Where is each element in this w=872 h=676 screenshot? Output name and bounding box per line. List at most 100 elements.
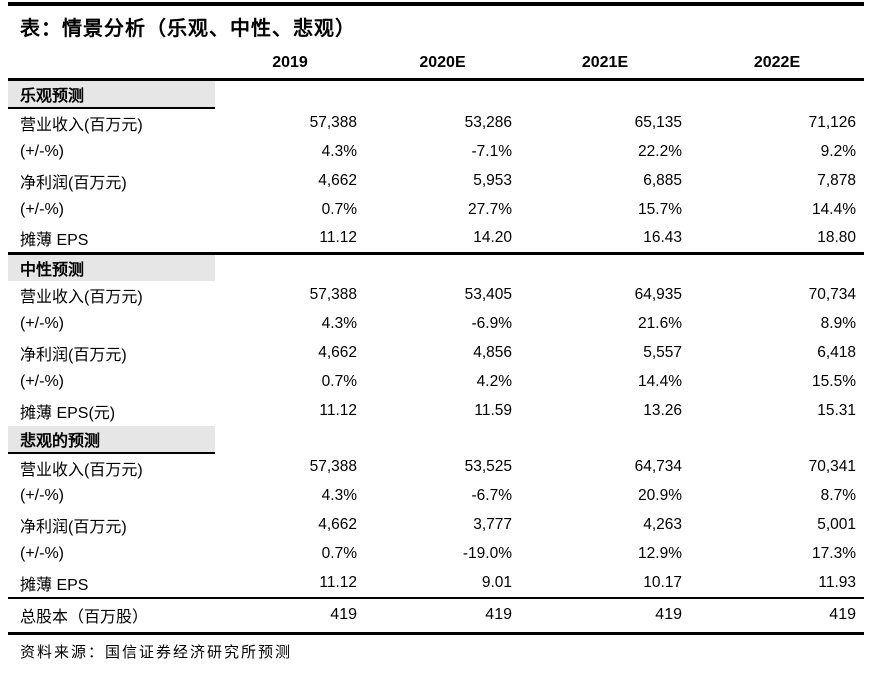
section-header-spacer: [690, 80, 864, 109]
source-note: 资料来源：国信证券经济研究所预测: [20, 645, 293, 661]
section-header-label: 乐观预测: [8, 79, 215, 109]
cell-value: 14.20: [473, 228, 512, 246]
cell-value: 6,885: [643, 171, 682, 189]
total-shares-label: 总股本（百万股）: [8, 596, 215, 635]
table-row: 摊薄 EPS(元) 11.12 11.59 13.26 15.31: [8, 397, 864, 426]
cell-value: 15.7%: [638, 200, 682, 218]
section-header-spacer: [365, 251, 520, 281]
section-header-label: 悲观的预测: [8, 425, 215, 454]
cell-value: -7.1%: [471, 142, 513, 160]
cell-value: 6,418: [817, 344, 856, 361]
cell-value: 12.9%: [638, 545, 682, 562]
section-header-spacer: [365, 80, 520, 109]
cell-value: -6.7%: [471, 487, 513, 504]
cell-value: 4.3%: [321, 142, 357, 160]
cell-value: 14.4%: [812, 200, 856, 218]
cell-value: 9.2%: [820, 142, 856, 160]
row-label: 营业收入(百万元): [20, 117, 143, 134]
cell-value: 64,935: [634, 286, 682, 303]
cell-value: 17.3%: [812, 545, 856, 562]
cell-value: 53,525: [464, 458, 512, 475]
cell-value: 4.2%: [476, 373, 512, 390]
column-header-2022e: 2022E: [690, 42, 864, 81]
section-header-spacer: [215, 426, 365, 453]
section-header-spacer: [520, 80, 690, 109]
table-row: 摊薄 EPS 11.12 9.01 10.17 11.93: [8, 569, 864, 598]
row-label: 净利润(百万元): [20, 174, 127, 192]
cell-value: 53,405: [464, 286, 512, 303]
cell-value: 8.9%: [820, 315, 856, 332]
cell-value: 4.3%: [321, 487, 357, 504]
cell-value: 5,001: [817, 516, 856, 533]
row-label: 营业收入(百万元): [20, 461, 143, 479]
column-header-2021e: 2021E: [520, 42, 690, 81]
cell-value: 11.12: [319, 573, 357, 591]
table-row: 营业收入(百万元) 57,388 53,525 64,734 70,341: [8, 453, 864, 482]
section-header-spacer: [365, 426, 520, 453]
total-shares-value: 419: [520, 596, 690, 635]
section-header-spacer: [690, 251, 864, 281]
cell-value: 11.59: [474, 402, 512, 419]
corner-cell: [8, 42, 215, 81]
cell-value: 11.93: [818, 573, 856, 591]
cell-value: 4,662: [318, 171, 357, 189]
section-header-spacer: [215, 251, 365, 281]
cell-value: 70,734: [808, 286, 856, 303]
table-row: 净利润(百万元) 4,662 4,856 5,557 6,418: [8, 339, 864, 368]
cell-value: 8.7%: [820, 487, 856, 504]
cell-value: 4.3%: [321, 315, 357, 332]
table-row: (+/-%) 4.3% -7.1% 22.2% 9.2%: [8, 137, 864, 166]
cell-value: 4,662: [318, 344, 357, 361]
total-shares-value: 419: [690, 596, 864, 635]
cell-value: 10.17: [643, 573, 682, 591]
scenario-table: 2019 2020E 2021E 2022E 乐观预测营业收入(百万元) 57,3…: [8, 42, 864, 635]
cell-value: 70,341: [808, 458, 856, 475]
row-label: (+/-%): [20, 373, 64, 390]
cell-value: 57,388: [309, 458, 357, 475]
total-shares-row: 总股本（百万股） 419 419 419 419: [8, 596, 864, 635]
column-header-2020e: 2020E: [365, 42, 520, 81]
cell-value: 20.9%: [638, 487, 682, 504]
table-row: 摊薄 EPS 11.12 14.20 16.43 18.80: [8, 224, 864, 253]
table-row: (+/-%) 0.7% 4.2% 14.4% 15.5%: [8, 368, 864, 397]
row-label: (+/-%): [20, 200, 64, 218]
section-header-spacer: [215, 80, 365, 109]
cell-value: 57,388: [309, 113, 357, 131]
top-rule: [8, 2, 864, 6]
table-row: (+/-%) 0.7% -19.0% 12.9% 17.3%: [8, 540, 864, 569]
cell-value: 15.5%: [812, 373, 856, 390]
cell-value: 7,878: [817, 171, 856, 189]
table-row: (+/-%) 4.3% -6.7% 20.9% 8.7%: [8, 482, 864, 511]
section-header-spacer: [520, 251, 690, 281]
table-body: 乐观预测 营业收入(百万元) 57,388 53,286 65,135 71,126 (+/…: [8, 79, 864, 635]
section-header-row: 中性预测: [8, 251, 864, 281]
cell-value: 22.2%: [638, 142, 682, 160]
table-header: 2019 2020E 2021E 2022E: [8, 42, 864, 81]
table-row: (+/-%) 0.7% 27.7% 15.7% 14.4%: [8, 195, 864, 224]
cell-value: 11.12: [319, 228, 357, 246]
section-header-row: 悲观的预测: [8, 425, 864, 454]
cell-value: 3,777: [473, 516, 512, 533]
total-shares-value: 419: [215, 596, 365, 635]
table-title: 表：情景分析（乐观、中性、悲观）: [20, 18, 356, 40]
table-row: 营业收入(百万元) 57,388 53,405 64,935 70,734: [8, 281, 864, 310]
row-label: 净利润(百万元): [20, 519, 127, 536]
section-header-row: 乐观预测: [8, 79, 864, 109]
row-label: (+/-%): [20, 545, 64, 562]
cell-value: 9.01: [481, 573, 512, 591]
cell-value: 4,263: [643, 516, 682, 533]
cell-value: 0.7%: [321, 373, 357, 390]
column-header-2019: 2019: [215, 42, 365, 81]
cell-value: 4,662: [318, 516, 357, 533]
cell-value: 0.7%: [321, 545, 357, 562]
cell-value: 18.80: [817, 228, 856, 246]
cell-value: 65,135: [634, 113, 682, 131]
header-row: 2019 2020E 2021E 2022E: [8, 42, 864, 81]
table-row: 净利润(百万元) 4,662 3,777 4,263 5,001: [8, 511, 864, 540]
cell-value: 57,388: [309, 286, 357, 303]
cell-value: 15.31: [817, 402, 856, 419]
cell-value: 5,557: [643, 344, 682, 361]
cell-value: 71,126: [808, 113, 856, 131]
cell-value: 21.6%: [638, 315, 682, 332]
